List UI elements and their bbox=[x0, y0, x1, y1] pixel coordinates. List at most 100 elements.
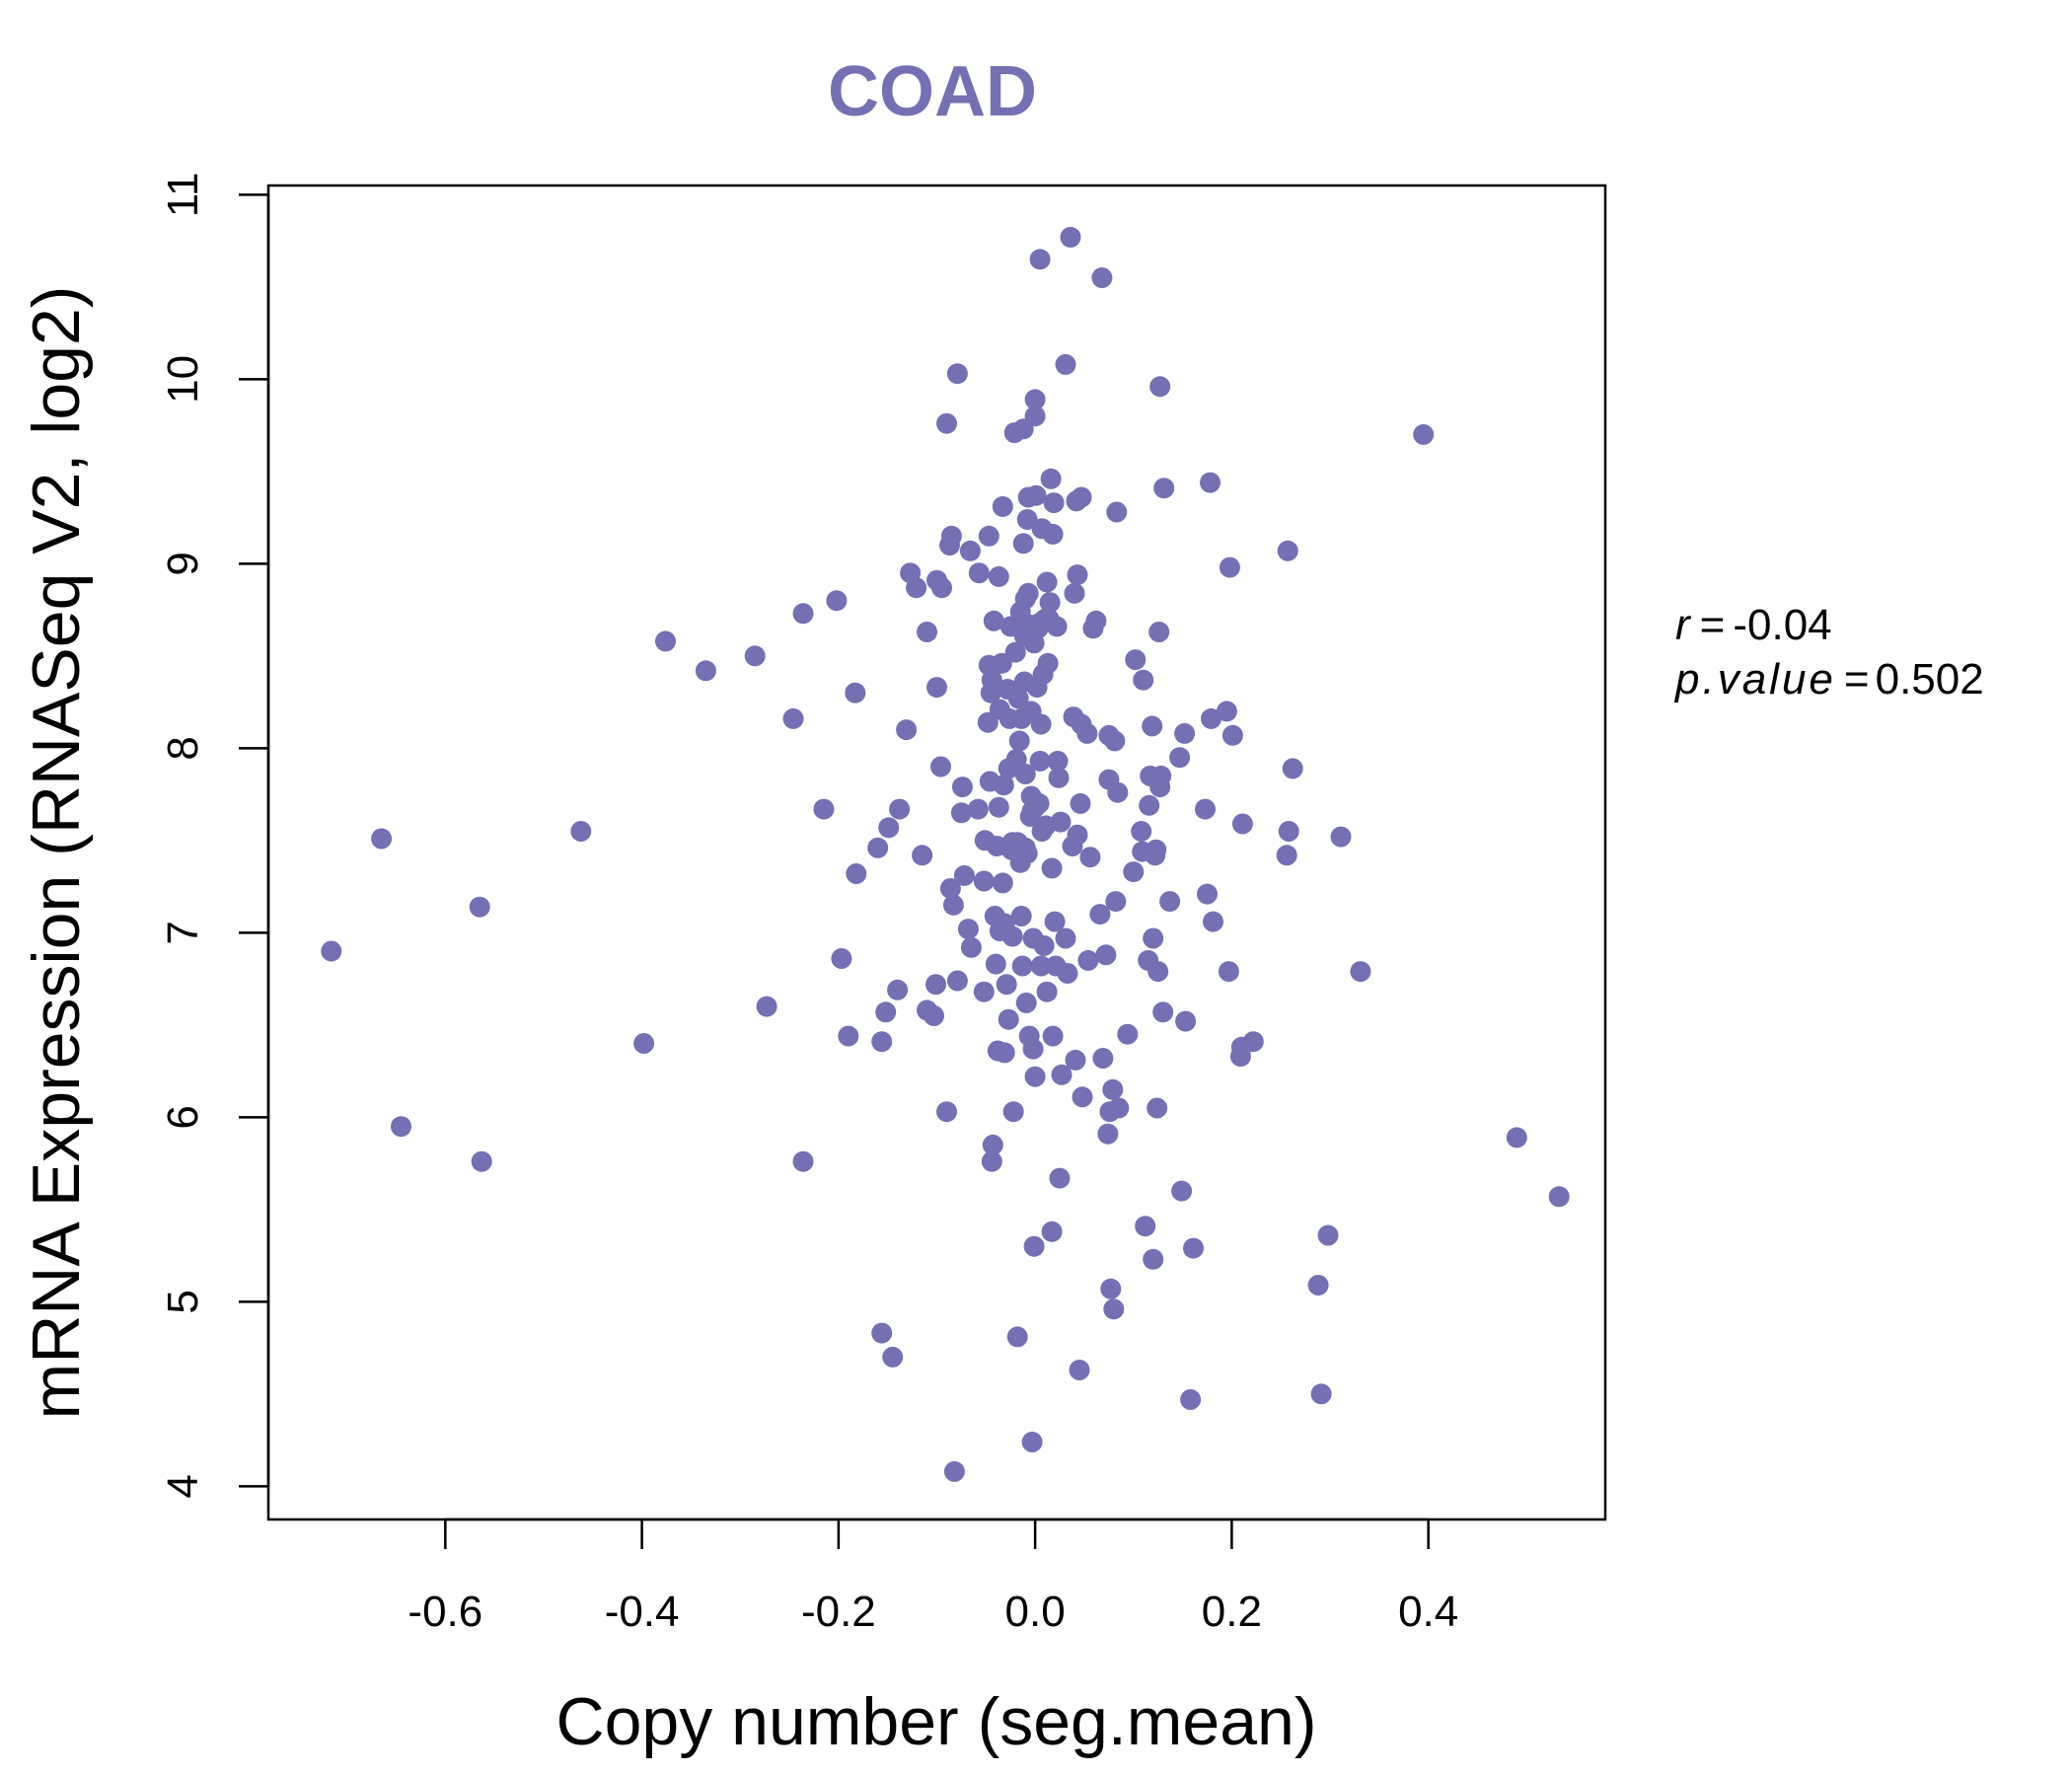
data-point bbox=[1276, 845, 1297, 866]
data-point bbox=[998, 1008, 1019, 1030]
data-point bbox=[1060, 226, 1081, 248]
data-point bbox=[845, 682, 866, 703]
data-point bbox=[875, 1001, 897, 1023]
data-point bbox=[1350, 961, 1371, 983]
data-point bbox=[1105, 891, 1127, 913]
data-point bbox=[988, 796, 1009, 818]
data-point bbox=[973, 870, 995, 892]
data-point bbox=[1028, 792, 1050, 814]
data-point bbox=[930, 756, 951, 777]
data-point bbox=[1143, 1248, 1164, 1270]
data-point bbox=[1036, 981, 1058, 1002]
data-point bbox=[992, 872, 1013, 894]
data-point bbox=[871, 1322, 893, 1344]
chart-title: COAD bbox=[828, 52, 1037, 131]
y-tick-label: 5 bbox=[159, 1290, 207, 1313]
data-point bbox=[831, 948, 852, 969]
data-point bbox=[1033, 934, 1055, 956]
data-point bbox=[1046, 616, 1068, 637]
data-point bbox=[1047, 750, 1069, 772]
data-point bbox=[1152, 1001, 1174, 1023]
data-point bbox=[1069, 1360, 1090, 1380]
data-point bbox=[1041, 1221, 1063, 1242]
data-point bbox=[1016, 843, 1038, 864]
data-point bbox=[968, 562, 990, 584]
data-point bbox=[1330, 826, 1352, 848]
data-point bbox=[1150, 765, 1172, 786]
data-point bbox=[882, 1346, 904, 1368]
data-point bbox=[946, 970, 968, 992]
data-point bbox=[1117, 1023, 1139, 1045]
data-point bbox=[1218, 961, 1239, 983]
data-point bbox=[1064, 582, 1085, 604]
data-point bbox=[1125, 649, 1147, 671]
data-point bbox=[1017, 582, 1039, 604]
data-point bbox=[1139, 794, 1160, 816]
data-point bbox=[1153, 478, 1175, 499]
data-point bbox=[1548, 1186, 1570, 1208]
data-point bbox=[993, 775, 1014, 796]
data-point bbox=[1021, 1432, 1043, 1452]
data-point bbox=[1029, 750, 1051, 772]
r-label: r bbox=[1675, 601, 1692, 649]
data-point bbox=[1278, 821, 1299, 842]
x-axis: -0.6 -0.4 -0.2 0.0 0.2 0.4 bbox=[407, 1517, 1458, 1636]
data-point bbox=[1506, 1127, 1527, 1148]
data-point bbox=[1219, 556, 1240, 578]
data-point bbox=[655, 630, 676, 652]
data-point bbox=[1030, 713, 1052, 735]
data-point bbox=[887, 979, 909, 1000]
data-point bbox=[1216, 701, 1237, 722]
y-tick-label: 8 bbox=[159, 736, 207, 760]
data-point bbox=[1048, 767, 1070, 788]
data-point bbox=[1131, 821, 1152, 842]
data-point bbox=[1051, 1064, 1073, 1085]
data-point bbox=[1085, 610, 1107, 631]
data-point bbox=[1007, 688, 1029, 709]
data-point bbox=[985, 953, 1006, 975]
y-tick-label: 7 bbox=[159, 921, 207, 944]
data-point bbox=[1135, 1216, 1156, 1237]
data-point bbox=[942, 894, 964, 916]
data-point bbox=[951, 777, 973, 798]
data-point bbox=[1123, 861, 1145, 883]
data-point bbox=[940, 525, 962, 547]
data-point bbox=[1055, 927, 1076, 949]
data-point bbox=[994, 1042, 1015, 1064]
data-point bbox=[1183, 1237, 1204, 1259]
data-point bbox=[896, 719, 918, 741]
data-point bbox=[1195, 798, 1216, 820]
y-tick-label: 4 bbox=[159, 1474, 207, 1498]
data-point bbox=[1147, 1097, 1168, 1119]
data-point bbox=[996, 974, 1017, 996]
x-tick-label: 0.2 bbox=[1202, 1588, 1262, 1636]
data-point bbox=[1282, 758, 1303, 779]
data-point bbox=[1043, 492, 1065, 514]
data-point bbox=[1067, 824, 1088, 846]
data-point bbox=[1108, 1097, 1130, 1119]
data-point bbox=[1023, 1235, 1045, 1257]
data-point bbox=[391, 1116, 411, 1138]
data-point bbox=[946, 363, 968, 385]
data-point bbox=[1040, 468, 1062, 489]
data-point bbox=[1197, 883, 1218, 905]
data-point bbox=[1071, 486, 1092, 508]
data-point bbox=[1310, 1383, 1332, 1405]
data-point bbox=[1147, 961, 1169, 983]
data-point bbox=[1006, 1326, 1028, 1348]
data-point bbox=[1079, 847, 1101, 868]
data-point bbox=[912, 845, 933, 866]
plot-frame bbox=[266, 184, 1607, 1521]
data-point bbox=[1104, 730, 1126, 752]
data-point bbox=[917, 622, 937, 642]
data-point bbox=[1200, 472, 1221, 493]
data-point bbox=[744, 645, 766, 667]
data-point bbox=[1143, 927, 1164, 949]
data-point bbox=[1133, 669, 1154, 691]
data-point bbox=[570, 821, 592, 842]
data-point bbox=[1107, 781, 1129, 803]
y-tick-label: 6 bbox=[159, 1105, 207, 1129]
data-point bbox=[321, 940, 342, 962]
x-tick-label: -0.4 bbox=[605, 1588, 680, 1636]
data-point bbox=[471, 1150, 492, 1172]
